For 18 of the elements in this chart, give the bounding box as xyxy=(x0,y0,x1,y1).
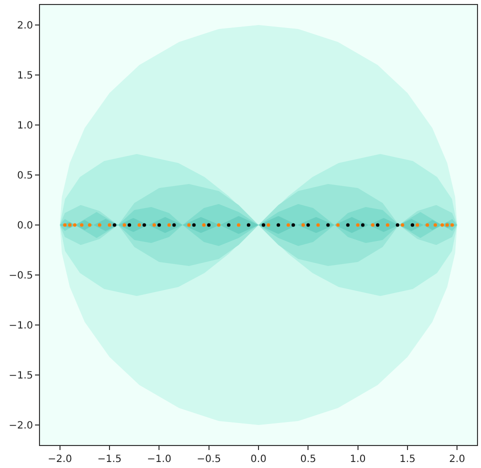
y-tick-label: −2.0 xyxy=(8,420,33,432)
x-tick-label: −2.0 xyxy=(48,454,72,465)
y-tick-label: 2.0 xyxy=(17,20,33,32)
x-tick-label: 0.0 xyxy=(250,454,266,465)
y-tick-label: 1.5 xyxy=(17,70,33,82)
x-tick-label: −0.5 xyxy=(196,454,221,465)
x-tick-label: 2.0 xyxy=(449,454,466,465)
y-tick-label: 1.0 xyxy=(17,120,33,132)
x-tick-label: 1.5 xyxy=(400,454,416,465)
x-tick-label: 0.5 xyxy=(300,454,316,465)
y-tick-label: −1.0 xyxy=(8,320,33,332)
y-tick-label: −1.5 xyxy=(8,370,33,382)
x-tick-label: 1.0 xyxy=(350,454,366,465)
y-tick-label: −0.5 xyxy=(8,270,33,282)
x-tick-label: −1.0 xyxy=(147,454,172,465)
y-tick-label: 0.0 xyxy=(17,220,33,232)
x-tick-label: −1.5 xyxy=(97,454,122,465)
y-tick-label: 0.5 xyxy=(17,170,33,182)
